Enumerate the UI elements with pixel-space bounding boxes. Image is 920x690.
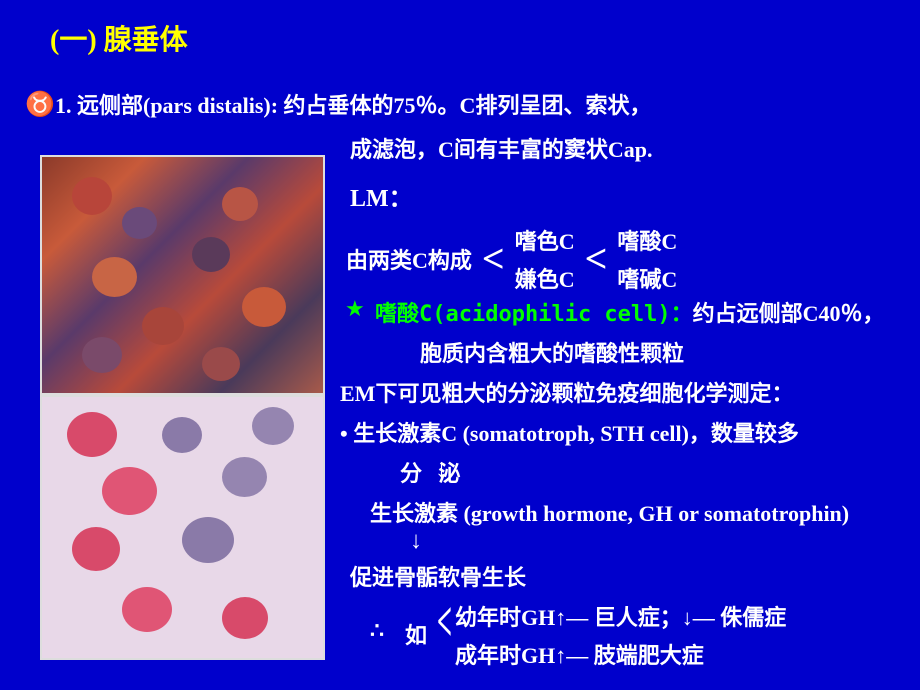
secrete-label: 分 泌 [400, 456, 461, 488]
acidophilic-desc: 胞质内含粗大的嗜酸性颗粒 [420, 336, 684, 368]
down-arrow-icon: ↓ [410, 528, 422, 555]
tree-leaf-1: 嗜酸C [613, 222, 681, 258]
acidophilic-heading: 嗜酸C(acidophilic cell)：约占远侧部C40％， [375, 296, 885, 328]
down-arrow-icon: ↓ [435, 454, 448, 484]
bracket-icon: < [478, 222, 509, 296]
tree-branch-1: 嗜色C [511, 222, 579, 258]
promote-line: 促进骨骺软骨生长 [350, 560, 526, 592]
slide-title: (一) 腺垂体 [50, 18, 188, 58]
ru-label: 如 [405, 618, 427, 650]
cell-classification-tree: 由两类C构成 < 嗜色C < 嗜酸C 嫌色C 嗜碱C [340, 220, 683, 298]
somatotroph-line: • 生长激素C (somatotroph, STH cell)，数量较多 [340, 416, 799, 448]
star-icon: ★ [345, 296, 365, 322]
acidophilic-label: 嗜酸C(acidophilic cell)： [375, 302, 693, 327]
lm-label: LM： [350, 178, 413, 213]
histology-image-bottom [40, 395, 325, 660]
secrete-prefix: 分 [400, 461, 422, 486]
bullet-icon: ♉ [25, 90, 55, 119]
tree-leaf-2: 嗜碱C [613, 260, 681, 296]
bracket-icon: < [581, 222, 612, 296]
acidophilic-pct: 约占远侧部C40％， [693, 301, 885, 326]
tree-root: 由两类C构成 [342, 222, 476, 296]
tree-branch-2: 嫌色C [511, 260, 579, 296]
therefore-symbol: ∴ [370, 618, 384, 644]
condition-youth: 幼年时GH↑— 巨人症；↓— 侏儒症 [455, 600, 786, 632]
em-description: EM下可见粗大的分泌颗粒免疫细胞化学测定： [340, 376, 793, 408]
section-heading-line1: 1. 远侧部(pars distalis): 约占垂体的75％。C排列呈团、索状… [55, 88, 651, 120]
section-heading-line2: 成滤泡，C间有丰富的窦状Cap. [350, 132, 653, 164]
histology-image-top [40, 155, 325, 395]
condition-adult: 成年时GH↑— 肢端肥大症 [455, 638, 704, 670]
growth-hormone-line: 生长激素 (growth hormone, GH or somatotrophi… [370, 496, 849, 528]
bracket-icon: < [437, 588, 452, 654]
